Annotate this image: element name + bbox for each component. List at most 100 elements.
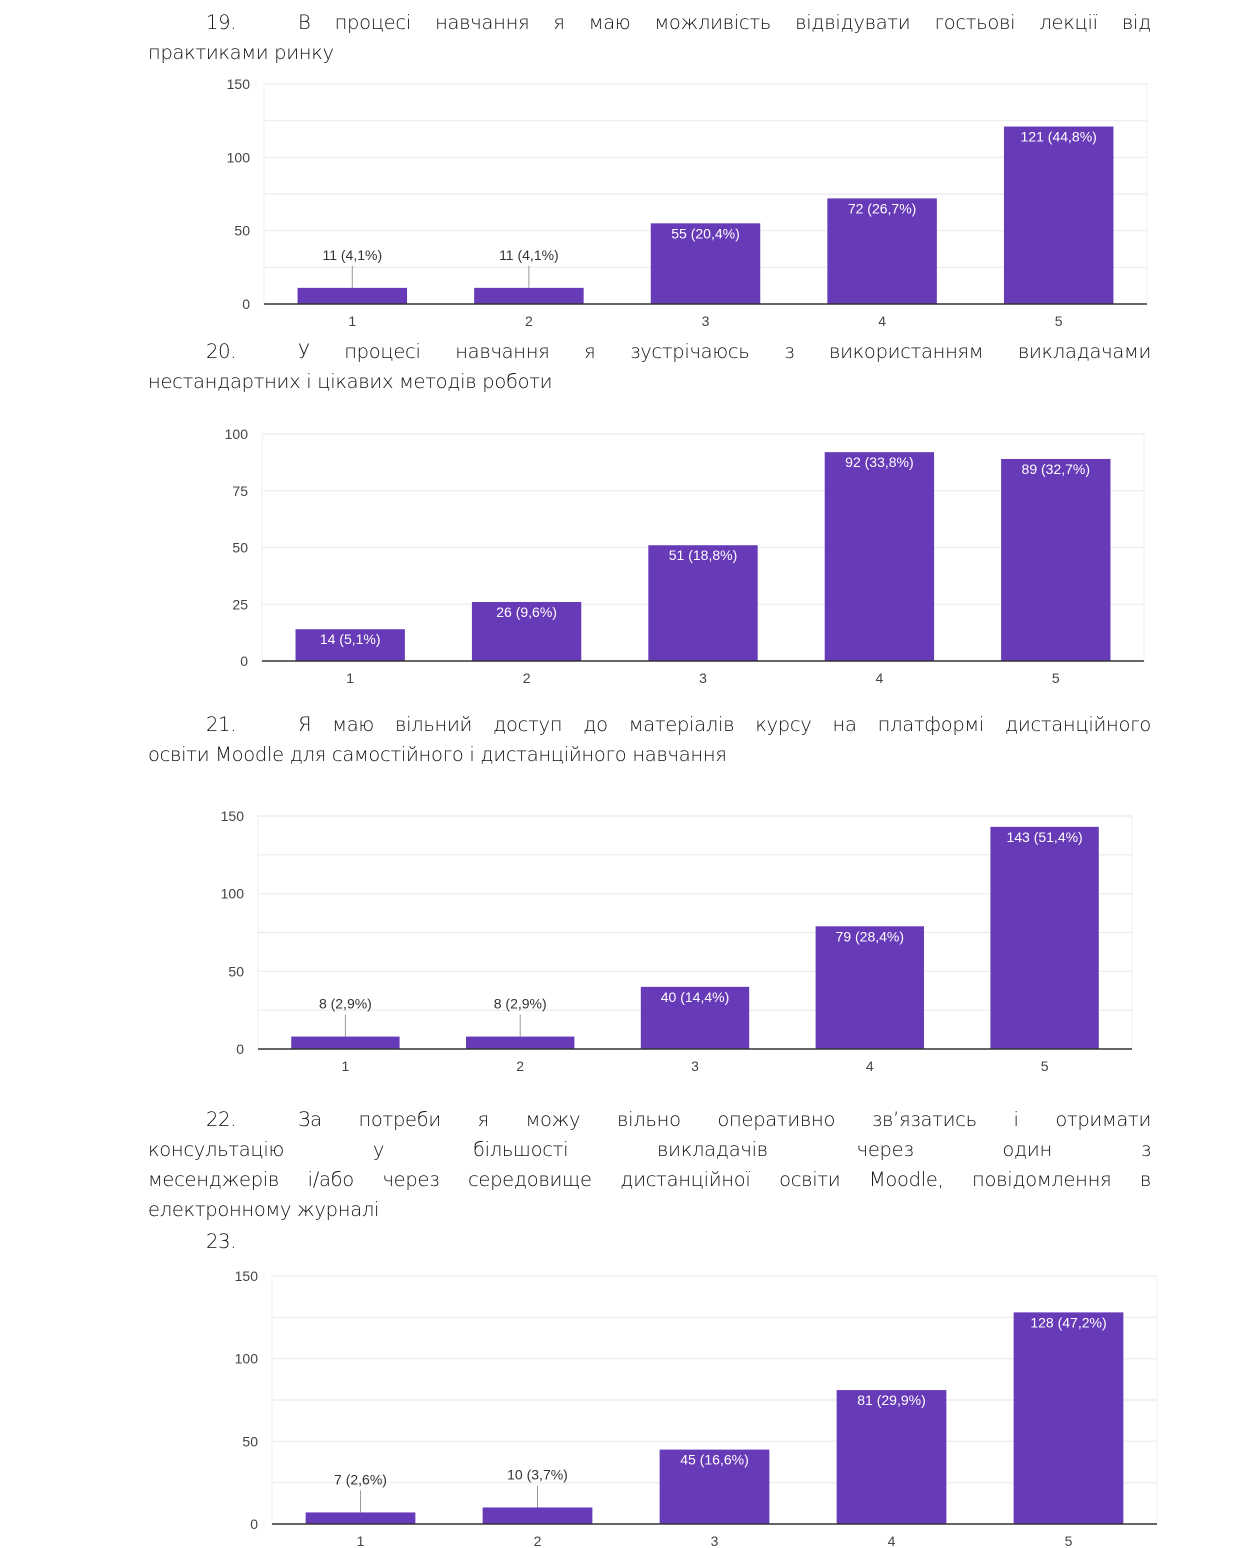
- question-text: Я маю вільний доступ до матеріалів курсу…: [298, 713, 1151, 736]
- data-label: 11 (4,1%): [499, 247, 559, 263]
- question-text: У процесі навчання я зустрічаюсь з викор…: [298, 340, 1151, 363]
- y-tick-label: 150: [235, 1268, 259, 1284]
- bar-5: [1013, 1312, 1124, 1524]
- x-tick-label: 3: [699, 670, 707, 686]
- question-number: 23.: [206, 1230, 237, 1253]
- x-tick-label: 2: [525, 313, 533, 329]
- x-tick-label: 4: [876, 670, 884, 686]
- bar-4: [836, 1390, 947, 1524]
- question-text: За потреби я можу вільно оперативно зв’я…: [298, 1108, 1151, 1131]
- y-tick-label: 50: [228, 963, 244, 979]
- question-number: 22.: [206, 1108, 237, 1131]
- question-21: 21. Я маю вільний доступ до матеріалів ку…: [148, 710, 1151, 770]
- bar-chart-q21: 0 50 100 150 8 (2,9%) 1 8 (2,9%) 2 40 (14,4%) 3 79…: [200, 800, 1160, 1085]
- data-label: 51 (18,8%): [669, 547, 737, 563]
- bar-chart-q20: 0 25 50 75 100 14 (5,1%) 1 26 (9,6%) 2 51 (18,8%)…: [200, 420, 1160, 695]
- question-23: 23.: [148, 1227, 1151, 1257]
- data-label: 7 (2,6%): [334, 1471, 387, 1487]
- bar-1: [295, 629, 405, 661]
- x-tick-label: 1: [346, 670, 354, 686]
- chart-svg: 0 25 50 75 100 14 (5,1%) 1 26 (9,6%) 2 51 (18,8%)…: [225, 426, 1145, 686]
- data-label: 92 (33,8%): [845, 454, 913, 470]
- data-label: 81 (29,9%): [857, 1392, 925, 1408]
- y-tick-label: 50: [232, 540, 248, 556]
- bar-5: [1003, 126, 1114, 305]
- y-tick-label: 150: [221, 808, 245, 824]
- data-label: 14 (5,1%): [320, 631, 381, 647]
- y-tick-label: 100: [225, 426, 249, 442]
- data-label: 79 (28,4%): [836, 928, 904, 944]
- question-19: 19. В процесі навчання я маю можливість в…: [148, 8, 1151, 68]
- y-tick-label: 75: [232, 483, 248, 499]
- bar-5: [990, 826, 1099, 1049]
- question-number: 21.: [206, 713, 237, 736]
- x-tick-label: 5: [1052, 670, 1060, 686]
- y-tick-label: 50: [242, 1433, 258, 1449]
- y-tick-label: 150: [227, 76, 251, 92]
- x-tick-label: 4: [888, 1533, 896, 1548]
- y-tick-label: 25: [232, 596, 248, 612]
- question-text-cont: нестандартних і цікавих методів роботи: [148, 370, 553, 393]
- x-tick-label: 4: [866, 1058, 874, 1074]
- y-tick-label: 0: [242, 296, 250, 312]
- bar-chart-q22: 0 50 100 150 7 (2,6%) 1 10 (3,7%) 2 45 (16,6%) 3 8…: [200, 1260, 1160, 1548]
- x-tick-label: 4: [878, 313, 886, 329]
- question-text: В процесі навчання я маю можливість відв…: [298, 11, 1151, 34]
- bar-chart-q19: 0 50 100 150 11 (4,1%) 1 11 (4,1%) 2 55 (20,4%) 3…: [200, 70, 1160, 335]
- x-tick-label: 5: [1065, 1533, 1073, 1548]
- x-tick-label: 5: [1041, 1058, 1049, 1074]
- x-tick-label: 1: [357, 1533, 365, 1548]
- question-text-cont: практиками ринку: [148, 41, 334, 64]
- y-tick-label: 0: [250, 1516, 258, 1532]
- question-text-cont: месенджерів і/або через середовище диста…: [148, 1168, 1151, 1191]
- question-text-cont: освіти Moodle для самостійного і дистанц…: [148, 743, 727, 766]
- x-tick-label: 3: [702, 313, 710, 329]
- chart-svg: 0 50 100 150 11 (4,1%) 1 11 (4,1%) 2 55 (20,4%) 3…: [227, 76, 1148, 329]
- question-22: 22. За потреби я можу вільно оперативно з…: [148, 1105, 1151, 1225]
- question-number: 20.: [206, 340, 237, 363]
- bar-3: [650, 223, 761, 304]
- data-label: 10 (3,7%): [507, 1466, 568, 1482]
- question-number: 19.: [206, 11, 237, 34]
- question-text-cont: консультацію у більшості викладачів чере…: [148, 1138, 1151, 1161]
- bar-2: [471, 601, 582, 661]
- x-tick-label: 1: [348, 313, 356, 329]
- y-tick-label: 0: [236, 1041, 244, 1057]
- x-tick-label: 2: [523, 670, 531, 686]
- y-tick-label: 100: [235, 1351, 259, 1367]
- y-tick-label: 100: [221, 886, 245, 902]
- chart-svg: 0 50 100 150 8 (2,9%) 1 8 (2,9%) 2 40 (14,4%) 3 79…: [221, 808, 1133, 1074]
- data-label: 121 (44,8%): [1021, 129, 1097, 145]
- y-tick-label: 0: [240, 653, 248, 669]
- data-label: 8 (2,9%): [494, 996, 547, 1012]
- x-tick-label: 2: [534, 1533, 542, 1548]
- bar-2: [482, 1507, 593, 1524]
- x-tick-label: 1: [342, 1058, 350, 1074]
- x-tick-label: 5: [1055, 313, 1063, 329]
- x-tick-label: 2: [516, 1058, 524, 1074]
- question-20: 20. У процесі навчання я зустрічаюсь з ви…: [148, 337, 1151, 397]
- data-label: 55 (20,4%): [671, 225, 739, 241]
- data-label: 26 (9,6%): [496, 604, 557, 620]
- bar-3: [640, 986, 750, 1049]
- data-label: 45 (16,6%): [680, 1452, 748, 1468]
- y-tick-label: 100: [227, 149, 251, 165]
- data-label: 89 (32,7%): [1022, 461, 1090, 477]
- bar-5: [1001, 458, 1111, 661]
- bar-4: [827, 198, 937, 304]
- bar-4: [815, 926, 924, 1049]
- bar-1: [297, 287, 408, 304]
- chart-svg: 0 50 100 150 7 (2,6%) 1 10 (3,7%) 2 45 (16,6%) 3 8…: [235, 1268, 1158, 1548]
- bar-2: [474, 287, 584, 304]
- bar-2: [466, 1036, 575, 1049]
- bar-3: [648, 545, 758, 661]
- bar-3: [659, 1449, 770, 1524]
- data-label: 143 (51,4%): [1006, 829, 1082, 845]
- data-label: 8 (2,9%): [319, 996, 372, 1012]
- data-label: 72 (26,7%): [848, 200, 916, 216]
- y-tick-label: 50: [234, 223, 250, 239]
- data-label: 40 (14,4%): [661, 989, 729, 1005]
- bar-1: [305, 1512, 416, 1524]
- x-tick-label: 3: [711, 1533, 719, 1548]
- x-tick-label: 3: [691, 1058, 699, 1074]
